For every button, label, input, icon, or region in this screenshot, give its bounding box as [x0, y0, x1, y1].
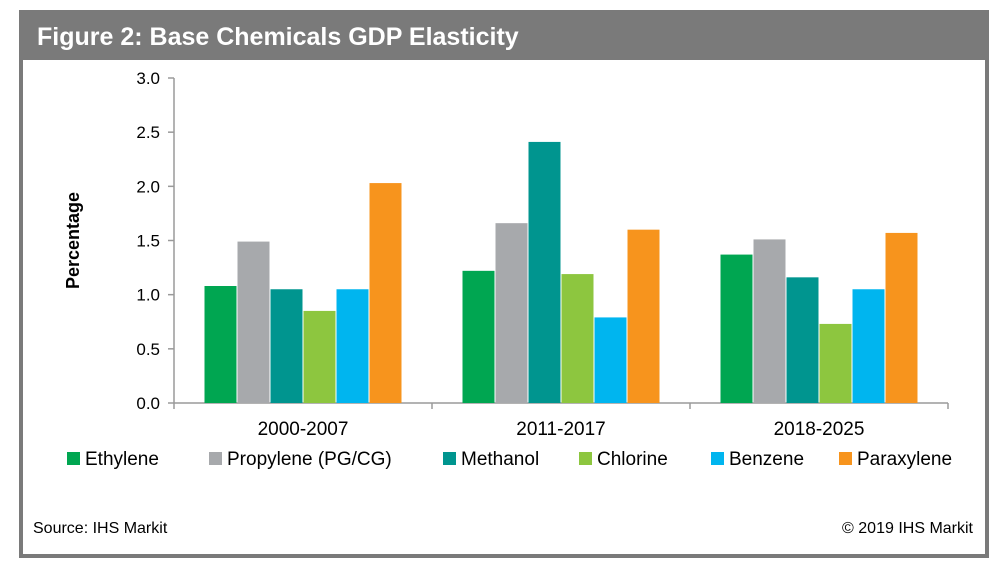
bar-ethylene-2018-2025 [721, 255, 753, 403]
bar-methanol-2018-2025 [787, 277, 819, 403]
legend-label-paraxylene: Paraxylene [857, 449, 952, 470]
bar-propylene-pg-cg-2000-2007 [238, 242, 270, 403]
bar-chlorine-2018-2025 [820, 324, 852, 403]
y-tick-label: 0.5 [136, 340, 160, 359]
chart-frame: Figure 2: Base Chemicals GDP Elasticity … [19, 10, 989, 558]
source-note: Source: IHS Markit [33, 520, 167, 538]
bar-paraxylene-2000-2007 [370, 183, 402, 403]
legend-swatch-methanol [443, 452, 456, 465]
y-tick-label: 2.5 [136, 123, 160, 142]
x-category-label: 2000-2007 [258, 419, 349, 440]
legend-swatch-chlorine [579, 452, 592, 465]
bar-benzene-2018-2025 [853, 289, 885, 403]
x-category-label: 2018-2025 [774, 419, 865, 440]
legend-swatch-propylene-pg-cg [209, 452, 222, 465]
legend-label-propylene-pg-cg: Propylene (PG/CG) [227, 449, 392, 470]
legend-label-benzene: Benzene [729, 449, 804, 470]
bar-ethylene-2000-2007 [205, 286, 237, 403]
bar-paraxylene-2018-2025 [886, 233, 918, 403]
bar-propylene-pg-cg-2018-2025 [754, 239, 786, 403]
legend-swatch-paraxylene [839, 452, 852, 465]
bar-chlorine-2000-2007 [304, 311, 336, 403]
bar-benzene-2000-2007 [337, 289, 369, 403]
y-axis: 0.0 0.5 1.0 1.5 2.0 2.5 3.0 [136, 69, 174, 413]
bar-paraxylene-2011-2017 [628, 230, 660, 403]
bars [205, 142, 918, 403]
y-tick-label: 1.0 [136, 286, 160, 305]
x-axis: 2000-2007 2011-2017 2018-2025 [174, 403, 948, 440]
legend-label-ethylene: Ethylene [85, 449, 159, 470]
copyright-note: © 2019 IHS Markit [842, 520, 973, 538]
legend-swatch-ethylene [67, 452, 80, 465]
bar-chart: 0.0 0.5 1.0 1.5 2.0 2.5 3.0 2000-2007 2011-2017… [23, 14, 985, 554]
y-tick-label: 3.0 [136, 69, 160, 88]
y-tick-label: 2.0 [136, 177, 160, 196]
y-axis-title: Percentage [63, 192, 83, 289]
bar-benzene-2011-2017 [595, 317, 627, 403]
bar-propylene-pg-cg-2011-2017 [496, 223, 528, 403]
y-tick-label: 0.0 [136, 394, 160, 413]
x-category-label: 2011-2017 [516, 419, 605, 440]
legend: Ethylene Propylene (PG/CG) Methanol Chlorin… [67, 449, 952, 470]
y-tick-label: 1.5 [136, 232, 160, 251]
bar-ethylene-2011-2017 [463, 271, 495, 403]
legend-swatch-benzene [711, 452, 724, 465]
bar-methanol-2011-2017 [529, 142, 561, 403]
legend-label-methanol: Methanol [461, 449, 539, 470]
legend-label-chlorine: Chlorine [597, 449, 668, 470]
bar-methanol-2000-2007 [271, 289, 303, 403]
bar-chlorine-2011-2017 [562, 274, 594, 403]
